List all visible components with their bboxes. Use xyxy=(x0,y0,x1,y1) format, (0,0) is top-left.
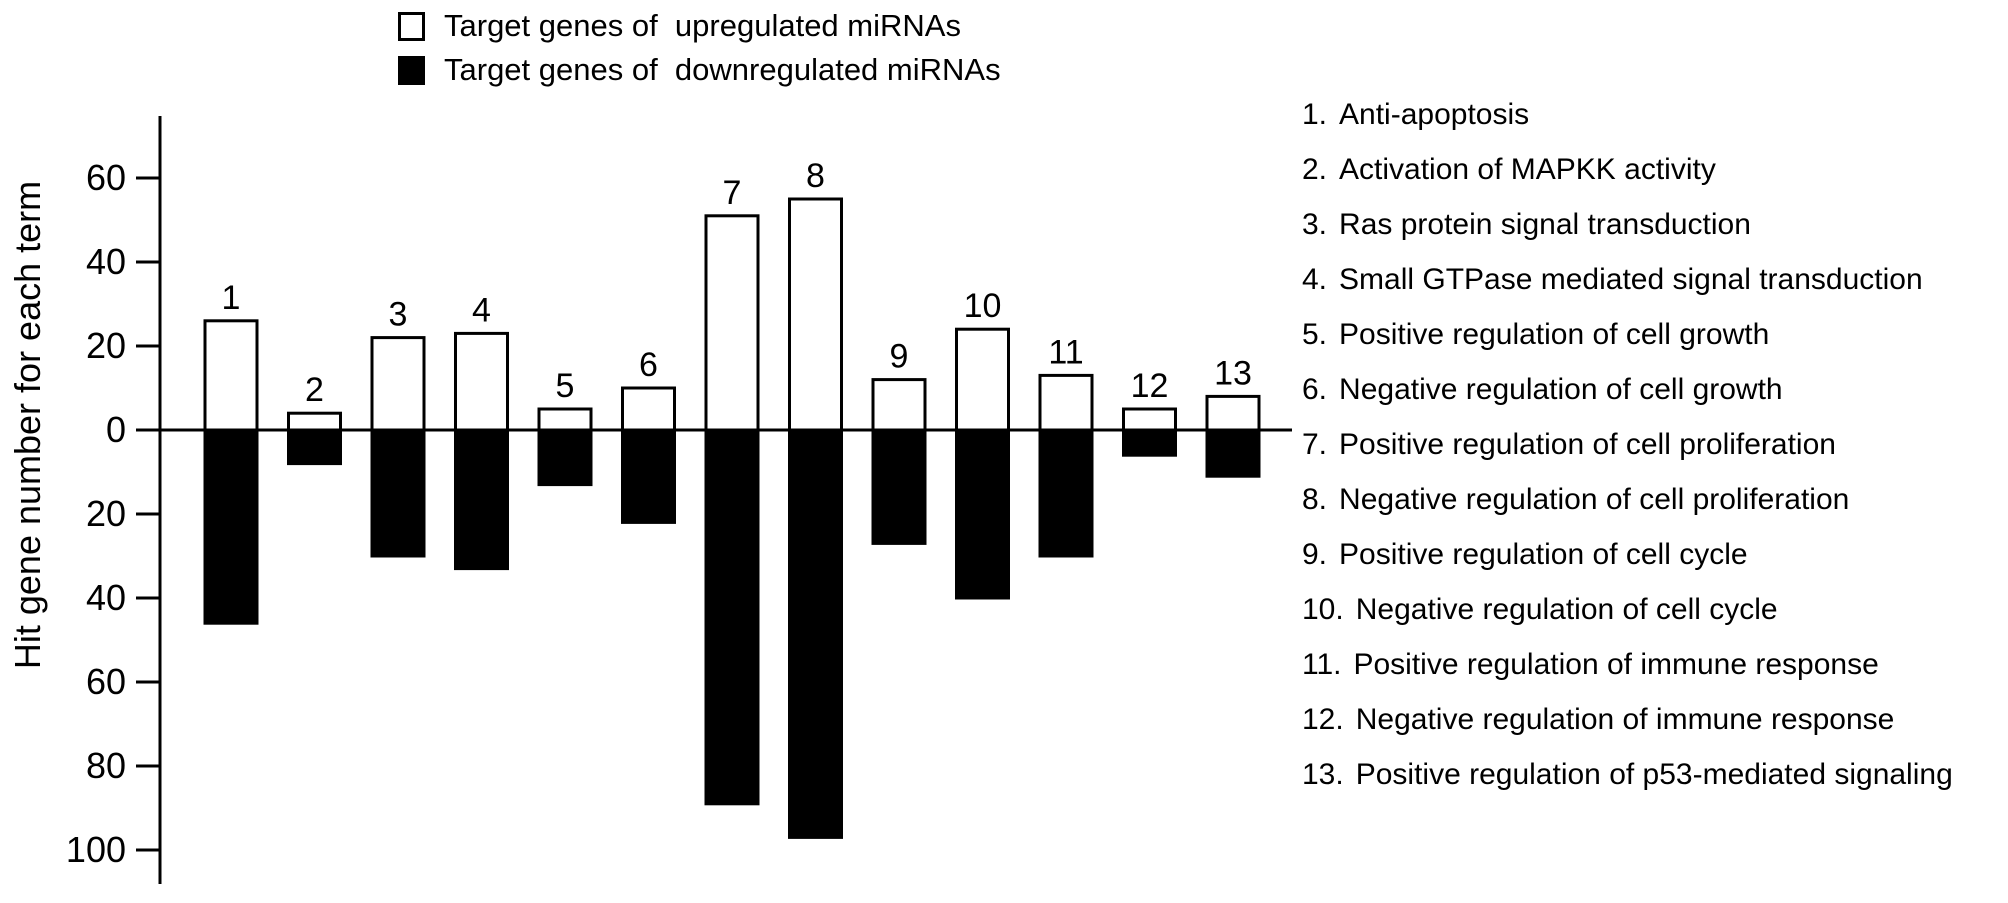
go-term-item-12: 12. Negative regulation of immune respons… xyxy=(1302,701,2008,738)
bar-downregulated-8 xyxy=(788,428,843,839)
go-term-text: Small GTPase mediated signal transductio… xyxy=(1339,263,1923,296)
y-axis-title: Hit gene number for each term xyxy=(7,181,48,669)
y-tick-label: 0 xyxy=(106,409,126,450)
bar-number-label: 1 xyxy=(222,279,241,317)
go-term-number: 8. xyxy=(1302,483,1328,516)
bar-number-label: 6 xyxy=(639,346,658,384)
go-term-text: Negative regulation of immune response xyxy=(1355,703,1895,736)
bar-upregulated-4 xyxy=(454,331,509,432)
bar-downregulated-12 xyxy=(1122,428,1177,457)
go-term-number: 10. xyxy=(1302,593,1344,626)
bar-upregulated-5 xyxy=(537,407,593,432)
go-term-item-4: 4. Small GTPase mediated signal transduct… xyxy=(1302,261,2008,298)
bar-number-label: 11 xyxy=(1048,333,1083,371)
bar-downregulated-2 xyxy=(287,428,342,466)
bar-downregulated-13 xyxy=(1205,428,1261,478)
y-tick-label: 40 xyxy=(86,241,126,282)
y-tick-label: 80 xyxy=(86,745,126,786)
bar-upregulated-12 xyxy=(1122,407,1177,432)
y-tick-label: 100 xyxy=(66,829,126,870)
bar-upregulated-11 xyxy=(1038,373,1094,432)
go-term-number: 9. xyxy=(1302,538,1328,571)
go-term-text: Negative regulation of cell cycle xyxy=(1355,593,1778,626)
go-term-number: 7. xyxy=(1302,428,1328,461)
y-tick-label: 20 xyxy=(86,493,126,534)
go-term-item-13: 13. Positive regulation of p53-mediated s… xyxy=(1302,756,2008,793)
bar-number-label: 8 xyxy=(806,157,825,195)
y-tick-label: 60 xyxy=(86,157,126,198)
legend-label: Target genes of downregulated miRNAs xyxy=(444,52,1001,87)
y-tick-label: 40 xyxy=(86,577,126,618)
y-tick-label: 60 xyxy=(86,661,126,702)
bar-upregulated-7 xyxy=(704,214,760,432)
go-term-number: 13. xyxy=(1302,758,1344,791)
bar-downregulated-3 xyxy=(370,428,426,558)
go-term-text: Positive regulation of p53-mediated sign… xyxy=(1355,758,1953,791)
bar-downregulated-9 xyxy=(871,428,927,545)
go-term-item-6: 6. Negative regulation of cell growth xyxy=(1302,371,2008,408)
chart-legend: Target genes of upregulated miRNAs Target… xyxy=(398,8,1001,88)
bar-upregulated-2 xyxy=(287,411,342,432)
legend-item-upregulated: Target genes of upregulated miRNAs xyxy=(398,8,1001,44)
go-term-list: 1. Anti-apoptosis 2. Activation of MAPKK ac… xyxy=(1302,96,2008,811)
bar-downregulated-10 xyxy=(955,428,1010,600)
bar-downregulated-1 xyxy=(203,428,259,625)
bar-downregulated-7 xyxy=(704,428,760,806)
go-term-text: Ras protein signal transduction xyxy=(1339,208,1751,241)
bar-number-label: 10 xyxy=(964,287,1002,325)
bar-upregulated-10 xyxy=(955,327,1010,432)
bar-downregulated-5 xyxy=(537,428,593,487)
go-term-number: 12. xyxy=(1302,703,1344,736)
go-term-text: Negative regulation of cell proliferatio… xyxy=(1339,483,1850,516)
legend-label: Target genes of upregulated miRNAs xyxy=(444,8,961,43)
bar-upregulated-9 xyxy=(871,378,927,432)
go-term-item-2: 2. Activation of MAPKK activity xyxy=(1302,151,2008,188)
bar-number-label: 13 xyxy=(1214,354,1252,392)
go-term-number: 5. xyxy=(1302,318,1328,351)
bar-upregulated-6 xyxy=(621,386,676,432)
go-term-item-1: 1. Anti-apoptosis xyxy=(1302,96,2008,133)
go-term-number: 1. xyxy=(1302,98,1328,131)
diverging-bar-chart: 60 40 20 0 20 40 60 80 100 Hit gene number for ea… xyxy=(7,116,1292,884)
bar-downregulated-4 xyxy=(454,428,509,571)
go-term-text: Positive regulation of immune response xyxy=(1353,648,1879,681)
bar-number-label: 12 xyxy=(1131,367,1169,405)
go-term-item-5: 5. Positive regulation of cell growth xyxy=(1302,316,2008,353)
go-term-text: Anti-apoptosis xyxy=(1339,98,1530,131)
go-term-text: Activation of MAPKK activity xyxy=(1339,153,1716,186)
go-term-text: Positive regulation of cell proliferatio… xyxy=(1339,428,1836,461)
bar-number-label: 7 xyxy=(723,174,742,212)
go-term-item-7: 7. Positive regulation of cell proliferat… xyxy=(1302,426,2008,463)
go-term-number: 2. xyxy=(1302,153,1328,186)
white-square-icon xyxy=(398,11,425,41)
go-term-number: 11. xyxy=(1302,648,1342,681)
go-term-number: 3. xyxy=(1302,208,1328,241)
go-term-text: Positive regulation of cell growth xyxy=(1339,318,1770,351)
bar-upregulated-1 xyxy=(203,319,259,432)
go-term-text: Positive regulation of cell cycle xyxy=(1339,538,1748,571)
go-term-item-8: 8. Negative regulation of cell proliferat… xyxy=(1302,481,2008,518)
bar-upregulated-13 xyxy=(1205,394,1261,432)
bar-downregulated-6 xyxy=(621,428,676,524)
bar-number-label: 3 xyxy=(389,296,408,334)
go-term-number: 4. xyxy=(1302,263,1328,296)
bar-upregulated-8 xyxy=(788,197,843,432)
go-term-item-3: 3. Ras protein signal transduction xyxy=(1302,206,2008,243)
bar-number-label: 2 xyxy=(305,371,324,409)
bar-number-label: 4 xyxy=(472,291,491,329)
go-term-text: Negative regulation of cell growth xyxy=(1339,373,1783,406)
bar-number-label: 5 xyxy=(556,367,575,405)
y-tick-label: 20 xyxy=(86,325,126,366)
bar-downregulated-11 xyxy=(1038,428,1094,558)
go-term-number: 6. xyxy=(1302,373,1328,406)
bar-upregulated-3 xyxy=(370,336,426,432)
bar-number-label: 9 xyxy=(890,338,909,376)
black-square-icon xyxy=(398,55,425,85)
go-term-item-11: 11. Positive regulation of immune respons… xyxy=(1302,646,2008,683)
legend-item-downregulated: Target genes of downregulated miRNAs xyxy=(398,52,1001,88)
go-term-item-9: 9. Positive regulation of cell cycle xyxy=(1302,536,2008,573)
go-term-item-10: 10. Negative regulation of cell cycle xyxy=(1302,591,2008,628)
